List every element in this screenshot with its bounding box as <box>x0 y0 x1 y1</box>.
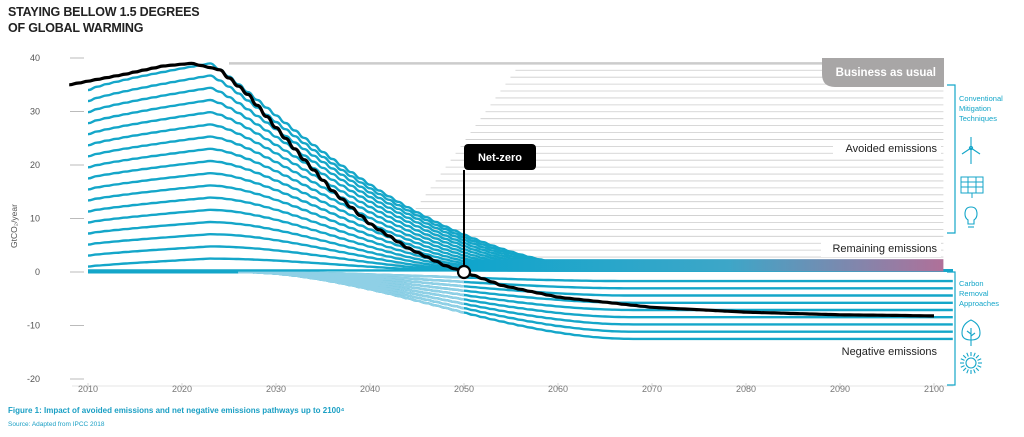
remaining-emissions-label: Remaining emissions <box>832 243 937 255</box>
y-tick-label: -20 <box>27 374 40 384</box>
chart-labels: Business as usual Avoided emissions Remain… <box>456 58 944 360</box>
title-line-2: OF GLOBAL WARMING <box>8 21 144 35</box>
x-tick-label: 2020 <box>172 384 192 394</box>
conventional-label-line: Conventional <box>959 94 1003 103</box>
y-tick-label: 0 <box>35 267 40 277</box>
light-bulb-icon <box>964 206 978 228</box>
net-zero-badge <box>464 144 536 170</box>
y-tick-label: 20 <box>30 160 40 170</box>
net-emissions-line <box>69 61 935 318</box>
wind-turbine-icon <box>961 137 981 164</box>
y-tick-label: 40 <box>30 53 40 63</box>
tree-icon <box>961 319 981 346</box>
negative-pathway-line <box>88 270 953 341</box>
carbon-removal-label-line: Approaches <box>959 299 999 308</box>
sun-burst-icon <box>960 352 982 374</box>
carbon-removal-label-line: Removal <box>959 289 989 298</box>
business-as-usual-badge <box>822 58 944 87</box>
x-tick-label: 2030 <box>266 384 286 394</box>
bracket-conventional <box>947 84 956 234</box>
x-tick-label: 2050 <box>454 384 474 394</box>
net-emissions-path <box>69 61 935 318</box>
x-tick-label: 2080 <box>736 384 756 394</box>
conventional-label-line: Techniques <box>959 114 997 123</box>
carbon-removal-label-line: Carbon <box>959 279 984 288</box>
y-tick-label: 10 <box>30 214 40 224</box>
y-axis-label: GtCO₂/year <box>9 204 19 248</box>
negative-pathway-line <box>88 270 953 297</box>
x-tick-label: 2070 <box>642 384 662 394</box>
avoided-emissions-label-bg <box>833 141 941 157</box>
x-tick-label: 2090 <box>830 384 850 394</box>
net-zero-label: Net-zero <box>478 152 522 164</box>
bracket-carbon-removal <box>947 271 956 386</box>
net-zero-marker <box>456 264 472 280</box>
x-tick-label: 2060 <box>548 384 568 394</box>
business-as-usual-label: Business as usual <box>836 67 936 79</box>
title-line-1: STAYING BELLOW 1.5 DEGREES <box>8 5 200 19</box>
x-tick-label: 2100 <box>924 384 944 394</box>
avoided-emissions-label: Avoided emissions <box>845 143 937 155</box>
negative-pathway-fade <box>238 270 465 314</box>
x-tick-label: 2040 <box>360 384 380 394</box>
negative-emissions-label-bg <box>829 344 941 360</box>
figure-caption: Figure 1: Impact of avoided emissions an… <box>8 406 345 415</box>
gray-guide-lines <box>229 62 944 265</box>
conventional-label-line: Mitigation <box>959 104 991 113</box>
solar-panel-icon <box>960 176 984 198</box>
figure-source: Source: Adapted from IPCC 2018 <box>8 421 105 428</box>
negative-emissions-label: Negative emissions <box>842 346 938 358</box>
remaining-emissions-band <box>464 259 944 272</box>
x-tick-label: 2010 <box>78 384 98 394</box>
y-tick-label: -10 <box>27 321 40 331</box>
negative-pathway-line <box>88 270 953 283</box>
remaining-emissions-bar <box>464 259 944 272</box>
remaining-emissions-label-bg <box>821 241 941 257</box>
chart-title: STAYING BELLOW 1.5 DEGREES OF GLOBAL WAR… <box>8 4 200 36</box>
y-tick-label: 30 <box>30 107 40 117</box>
